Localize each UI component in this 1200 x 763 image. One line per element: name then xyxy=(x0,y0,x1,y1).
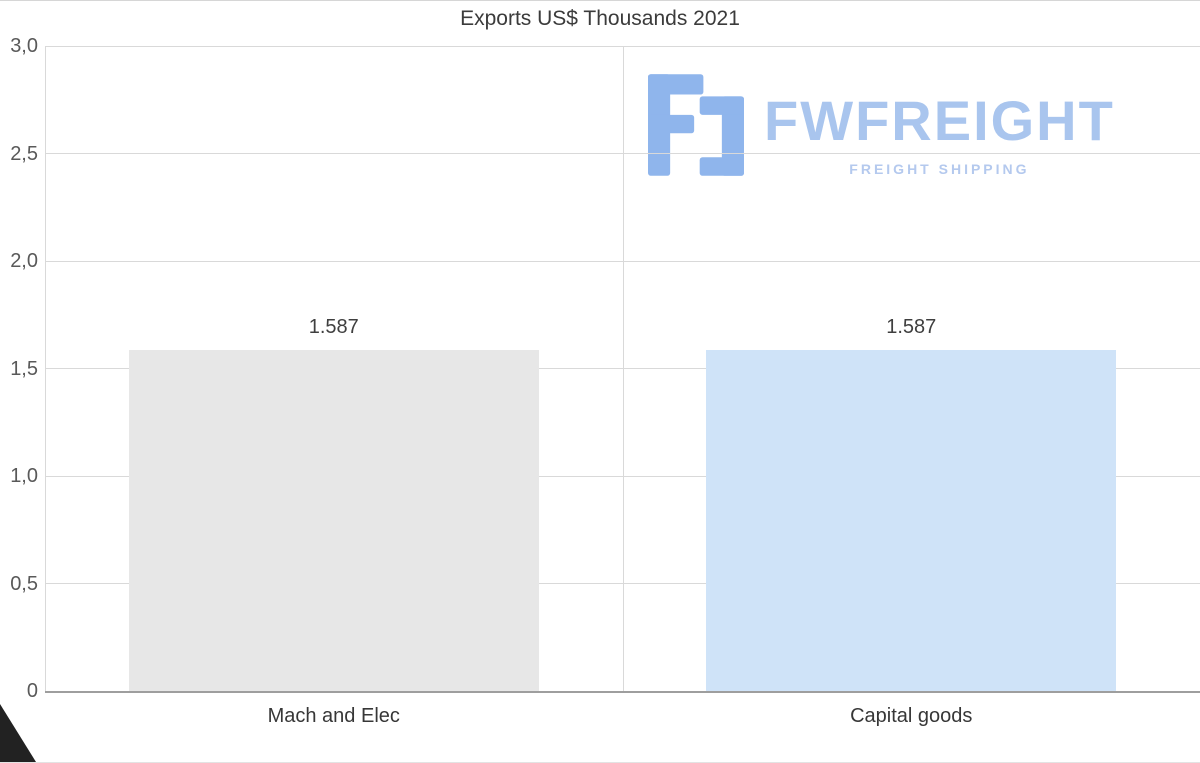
y-axis-tick-label: 3,0 xyxy=(10,35,38,57)
bar-2 xyxy=(706,349,1117,691)
chart-title: Exports US$ Thousands 2021 xyxy=(460,7,740,30)
x-axis-line xyxy=(45,691,1200,693)
x-axis-category-label: Mach and Elec xyxy=(267,705,400,727)
bar-1 xyxy=(128,349,539,691)
y-axis-tick-label: 0,5 xyxy=(10,572,38,595)
watermark-tagline: FREIGHT SHIPPING xyxy=(849,161,1030,177)
bar-value-label: 1.587 xyxy=(886,315,937,338)
fw-logo-icon xyxy=(648,74,744,176)
y-axis-tick-label: 0 xyxy=(26,680,38,702)
watermark-brand: FWFREIGHT xyxy=(764,89,1115,152)
corner-fold xyxy=(0,704,36,762)
y-axis-tick-label: 1,0 xyxy=(10,465,38,487)
y-axis-tick-label: 2,5 xyxy=(10,142,38,165)
bar-value-label: 1.587 xyxy=(308,315,359,338)
watermark: FWFREIGHT FREIGHT SHIPPING xyxy=(648,69,1115,181)
x-axis-category-label: Capital goods xyxy=(850,705,973,727)
y-axis-tick-label: 2,0 xyxy=(10,250,38,272)
gridline-v xyxy=(622,46,624,691)
watermark-text: FWFREIGHT FREIGHT SHIPPING xyxy=(764,69,1115,178)
y-axis-line xyxy=(45,46,46,691)
y-axis-tick-label: 1,5 xyxy=(10,357,38,380)
